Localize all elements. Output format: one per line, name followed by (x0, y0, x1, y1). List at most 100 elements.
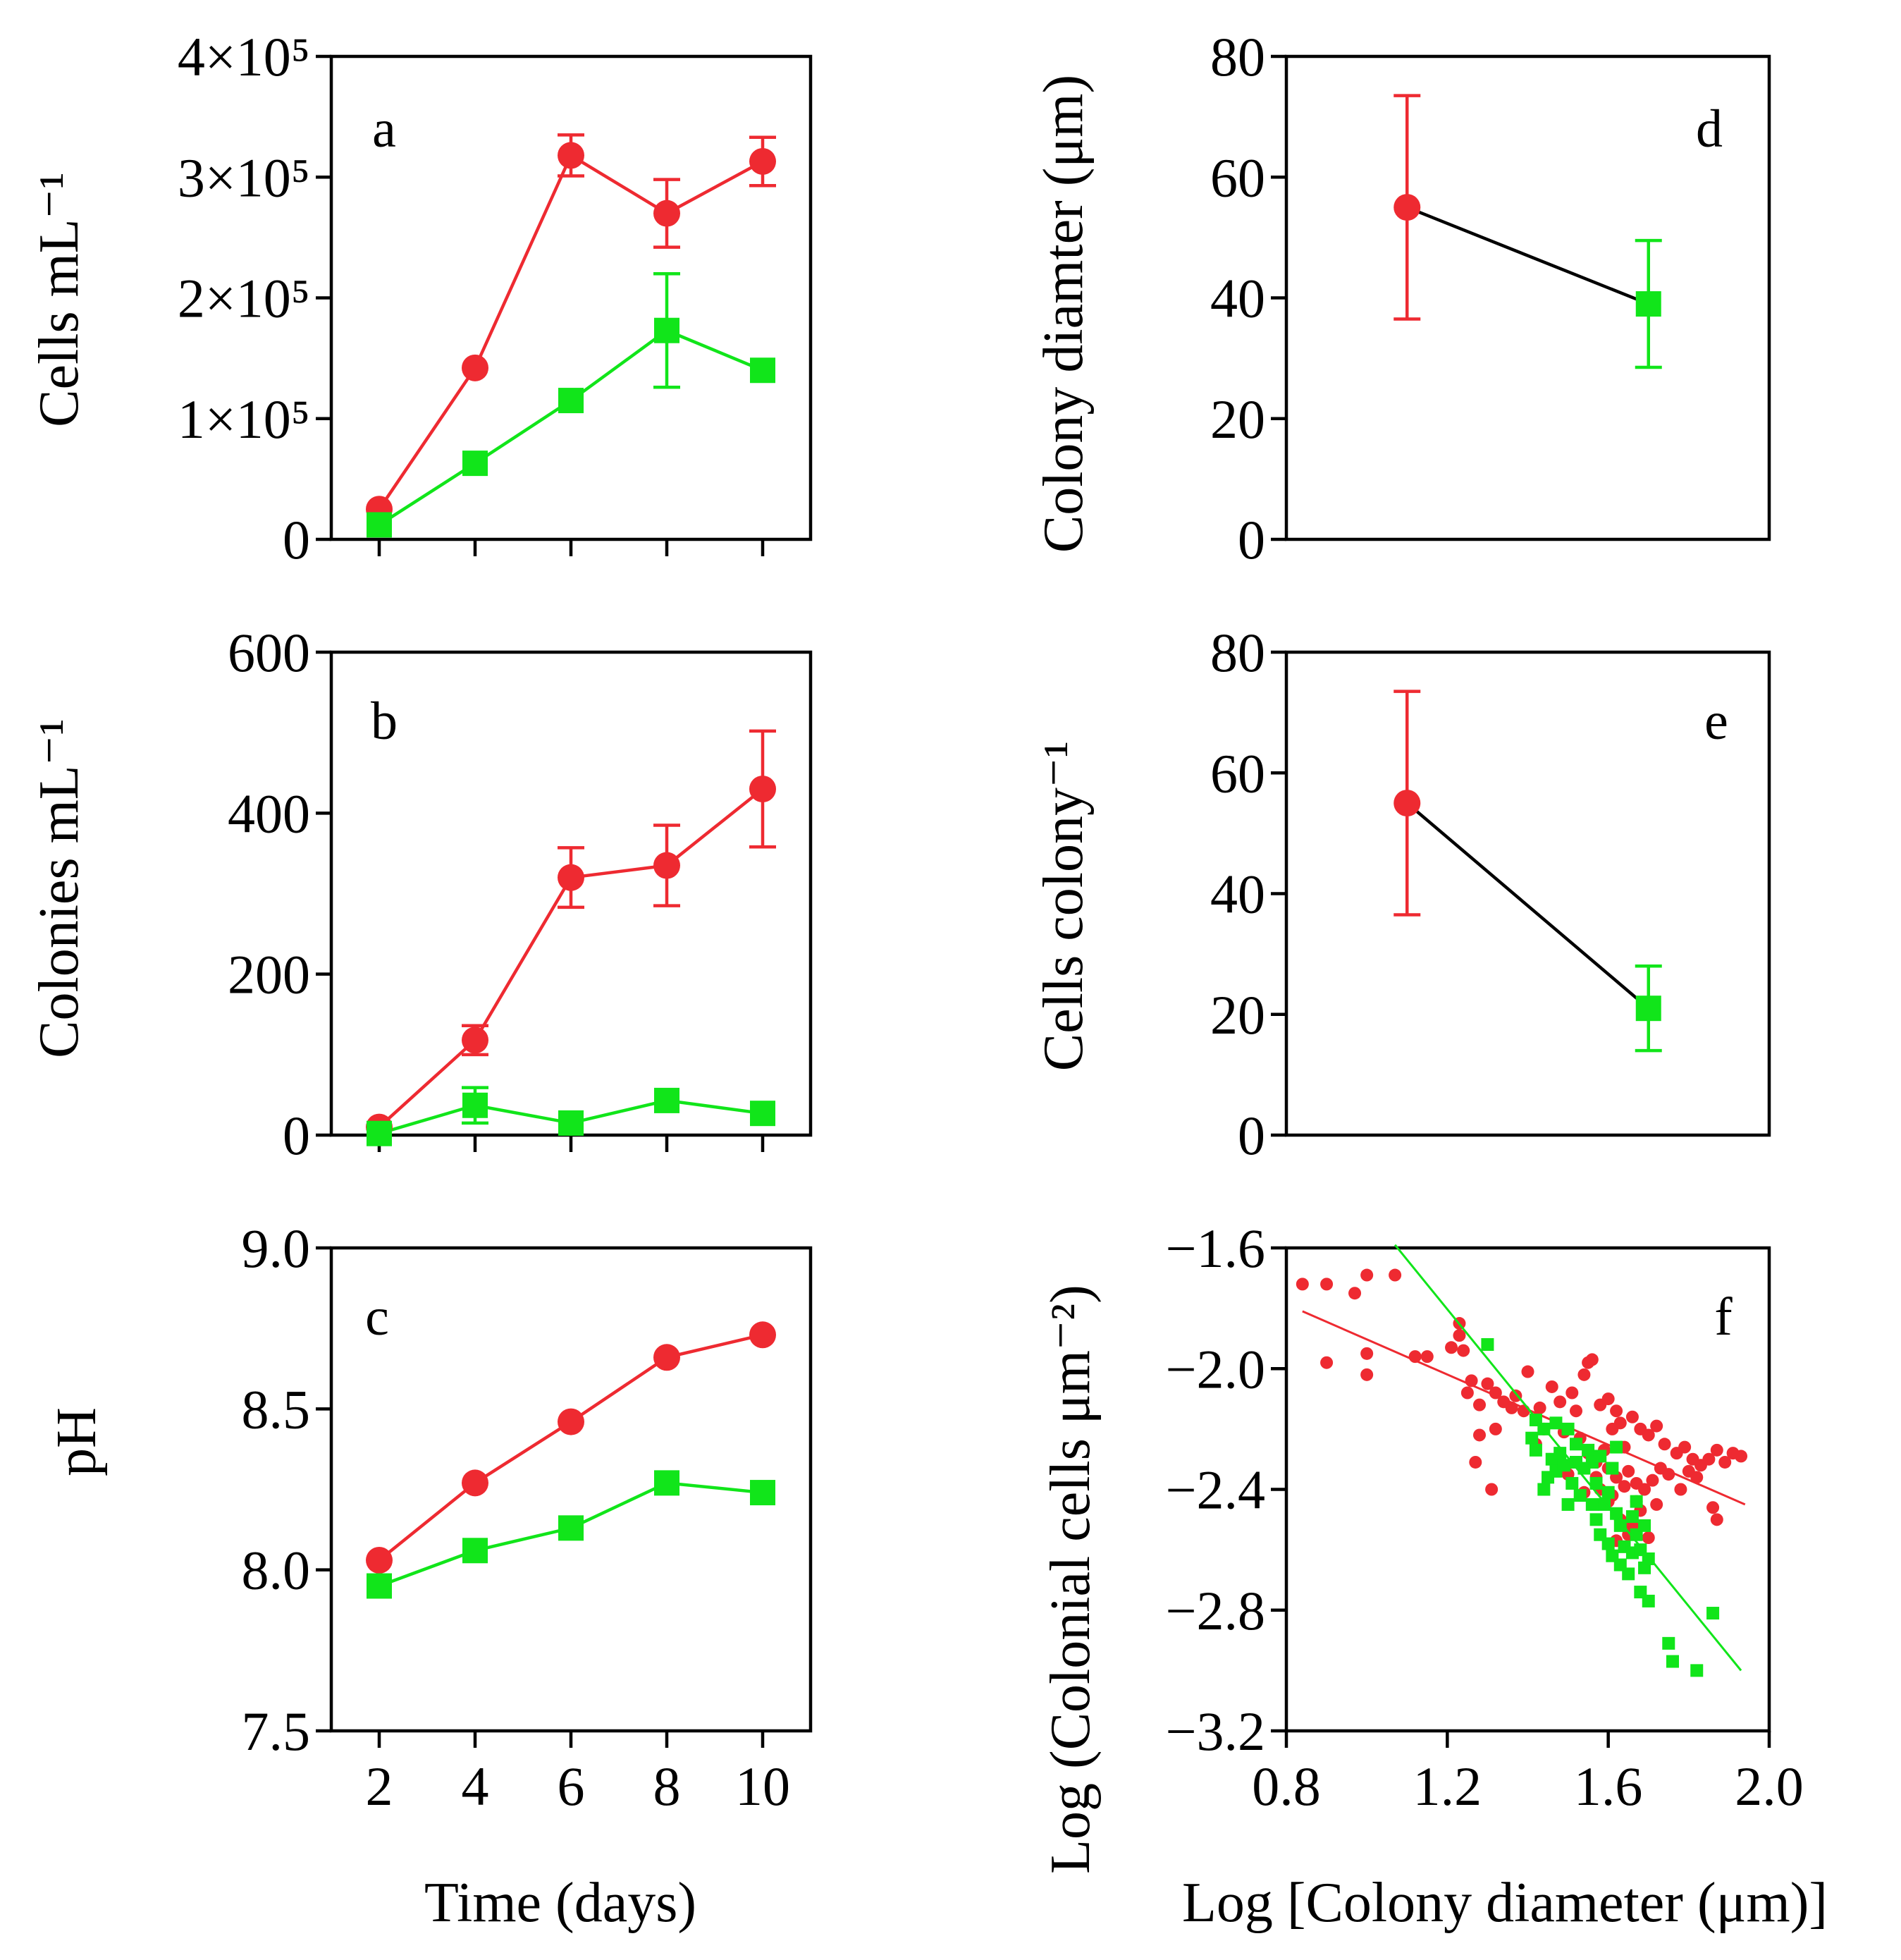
data-point (1537, 1483, 1551, 1496)
data-point (1394, 790, 1421, 817)
data-point (1320, 1278, 1334, 1291)
data-point (749, 147, 776, 175)
data-point (1585, 1497, 1599, 1511)
data-point (462, 451, 488, 477)
data-point (1489, 1422, 1502, 1435)
data-point (558, 142, 584, 169)
regression-line (1394, 1244, 1742, 1672)
panel-letter: d (1696, 99, 1723, 159)
data-point (653, 852, 680, 879)
data-point (1554, 1447, 1567, 1460)
data-point (558, 864, 584, 891)
y-axis-label: Cells mL⁻¹ (28, 172, 90, 427)
data-point (558, 1515, 584, 1541)
panel-letter: f (1714, 1287, 1733, 1347)
data-point (1565, 1476, 1579, 1490)
data-point (1678, 1440, 1692, 1454)
data-point (749, 776, 776, 803)
data-point (1706, 1501, 1720, 1514)
data-point (1529, 1443, 1542, 1457)
x-tick-label: 4 (462, 1756, 489, 1817)
y-tick-label: −2.0 (1166, 1338, 1266, 1399)
data-point (1561, 1497, 1575, 1511)
data-point (1348, 1287, 1362, 1300)
data-point (462, 1469, 488, 1497)
data-point (1570, 1455, 1582, 1469)
data-point (1622, 1464, 1635, 1478)
data-point (1453, 1329, 1466, 1342)
connector-line (1405, 802, 1650, 1010)
data-point (1561, 1422, 1575, 1435)
panel-letter: e (1704, 692, 1728, 751)
data-point (366, 1546, 393, 1574)
x-tick-label: 2.0 (1735, 1756, 1804, 1817)
panel-c: pH c Time (days) 7.5 8.0 8.5 9.0 2 4 6 8 10 (46, 1218, 813, 1934)
data-point (1420, 1350, 1434, 1364)
data-point (1570, 1404, 1582, 1418)
y-tick-label: 20 (1210, 984, 1265, 1046)
data-point (1565, 1386, 1579, 1399)
x-tick-label: 2 (366, 1756, 393, 1817)
y-tick-label: 80 (1210, 26, 1265, 87)
series-line (378, 329, 763, 527)
plot-frame (329, 54, 813, 541)
plot-frame (1284, 650, 1771, 1137)
data-point (462, 354, 488, 381)
data-point (1557, 1459, 1570, 1472)
data-point (1650, 1497, 1663, 1511)
data-point (1601, 1486, 1615, 1499)
y-tick-label: 600 (228, 622, 310, 683)
y-axis-label: Cells colony⁻¹ (1033, 741, 1095, 1071)
data-point (1582, 1443, 1595, 1457)
data-point (1710, 1443, 1723, 1457)
data-point (1445, 1341, 1458, 1354)
data-point (1473, 1428, 1486, 1442)
panel-letter: a (372, 99, 396, 159)
data-point (1610, 1404, 1623, 1418)
plot-frame (1284, 1246, 1771, 1733)
x-tick-label: 8 (653, 1756, 681, 1817)
y-tick-label: 40 (1210, 268, 1265, 329)
y-tick-label: −3.2 (1166, 1701, 1266, 1762)
y-tick-label: 60 (1210, 147, 1265, 208)
data-point (1601, 1537, 1615, 1550)
y-tick-label: 4×10⁵ (178, 26, 310, 87)
data-point (1630, 1495, 1643, 1508)
data-point (1570, 1438, 1582, 1451)
series-line (378, 153, 764, 510)
data-point (1642, 1531, 1655, 1544)
data-point (558, 1408, 584, 1435)
y-tick-label: 200 (228, 944, 310, 1005)
data-point (1646, 1474, 1659, 1487)
data-point (1610, 1507, 1623, 1520)
y-tick-label: 1×10⁵ (178, 388, 310, 450)
data-point (1658, 1438, 1671, 1451)
data-point (558, 388, 584, 414)
y-tick-label: 40 (1210, 864, 1265, 925)
data-point (1554, 1395, 1567, 1409)
y-tick-label: 3×10⁵ (178, 147, 310, 208)
data-point (1642, 1594, 1655, 1607)
panel-letter: b (371, 692, 398, 751)
data-point (1521, 1365, 1534, 1378)
y-tick-label: 0 (283, 509, 310, 570)
data-point (1690, 1664, 1704, 1677)
data-point (1594, 1450, 1607, 1463)
data-point (1481, 1338, 1494, 1351)
y-tick-label: 7.5 (242, 1701, 311, 1762)
data-point (653, 1344, 680, 1371)
data-point (653, 200, 680, 227)
data-point (1545, 1380, 1558, 1393)
data-point (1606, 1462, 1619, 1475)
data-point (367, 1120, 392, 1146)
data-point (750, 1480, 775, 1506)
data-point (1360, 1368, 1374, 1381)
data-point (1706, 1607, 1720, 1620)
data-point (1618, 1480, 1631, 1493)
data-point (654, 1470, 679, 1496)
y-tick-label: 0 (1238, 509, 1265, 570)
y-axis-label: Colonies mL⁻¹ (28, 718, 90, 1058)
data-point (1577, 1368, 1591, 1381)
y-tick-label: 9.0 (242, 1218, 311, 1279)
